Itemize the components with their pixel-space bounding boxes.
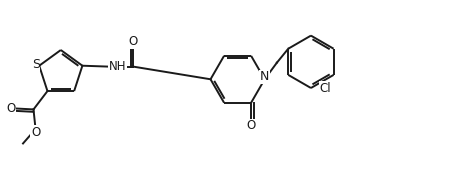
Text: NH: NH bbox=[109, 60, 126, 73]
Text: N: N bbox=[260, 70, 269, 83]
Text: Cl: Cl bbox=[320, 82, 331, 95]
Text: O: O bbox=[31, 126, 40, 139]
Text: O: O bbox=[247, 119, 256, 132]
Text: O: O bbox=[6, 102, 15, 115]
Text: S: S bbox=[32, 58, 40, 71]
Text: O: O bbox=[128, 35, 138, 48]
